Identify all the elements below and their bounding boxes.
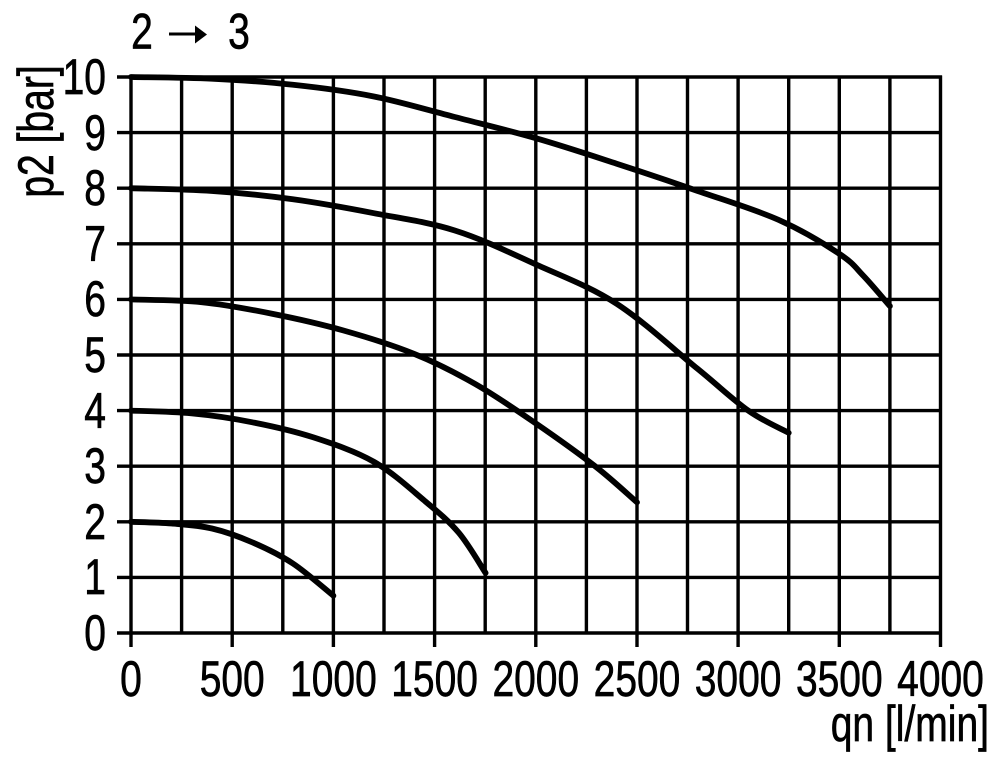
svg-text:1500: 1500	[391, 651, 478, 707]
svg-text:0: 0	[120, 651, 142, 707]
svg-text:2: 2	[84, 494, 106, 550]
svg-text:qn [l/min]: qn [l/min]	[831, 696, 989, 752]
svg-text:2000: 2000	[492, 651, 579, 707]
svg-text:6: 6	[84, 271, 106, 327]
svg-text:3000: 3000	[695, 651, 782, 707]
svg-text:1: 1	[84, 549, 106, 605]
svg-text:4000: 4000	[897, 651, 984, 707]
svg-text:0: 0	[84, 605, 106, 661]
svg-text:1000: 1000	[290, 651, 377, 707]
svg-text:9: 9	[84, 105, 106, 161]
svg-text:3: 3	[84, 438, 106, 494]
svg-text:3500: 3500	[796, 651, 883, 707]
svg-text:5: 5	[84, 327, 106, 383]
svg-text:2: 2	[131, 4, 153, 60]
svg-text:7: 7	[84, 216, 106, 272]
svg-text:2500: 2500	[594, 651, 681, 707]
svg-text:3: 3	[228, 4, 250, 60]
svg-text:8: 8	[84, 160, 106, 216]
svg-text:500: 500	[200, 651, 265, 707]
svg-text:4: 4	[84, 383, 106, 439]
svg-text:10: 10	[63, 49, 106, 105]
svg-text:p2 [bar]: p2 [bar]	[8, 65, 64, 197]
